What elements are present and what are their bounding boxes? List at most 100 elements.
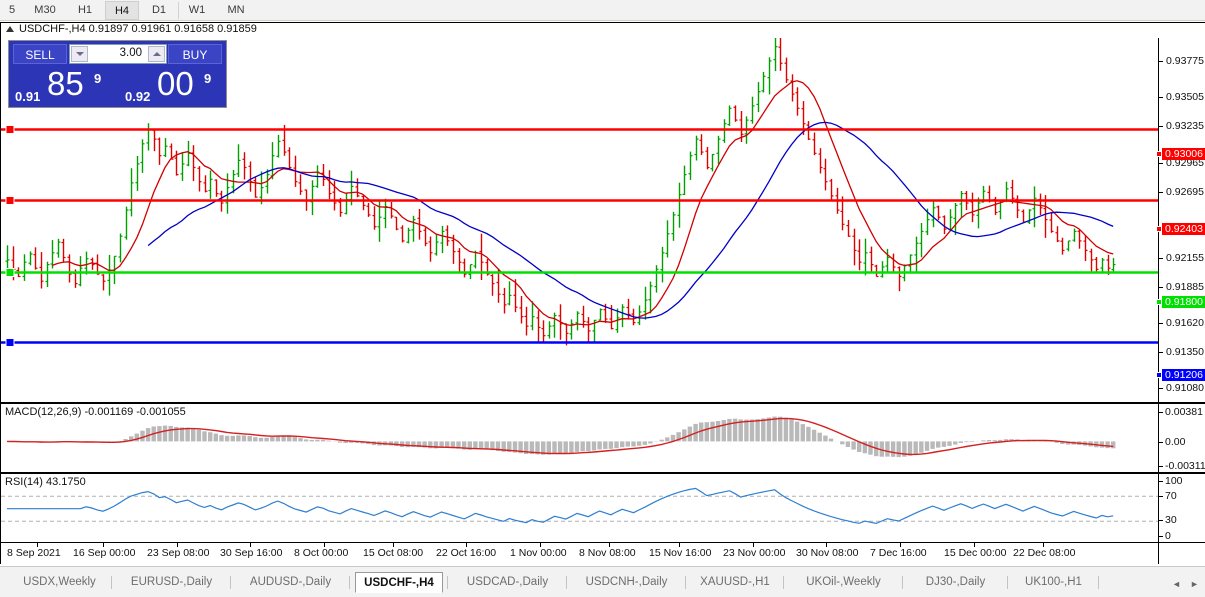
buy-price-prefix: 0.92	[125, 89, 151, 104]
timeframe-button-d1[interactable]: D1	[151, 4, 167, 16]
time-axis-tick	[753, 543, 754, 547]
tab-separator	[566, 576, 567, 589]
timeframe-button-w1[interactable]: W1	[188, 4, 206, 16]
sell-price-quote[interactable]: 0.91 85 9	[11, 67, 117, 107]
time-axis-label: 8 Nov 08:00	[579, 547, 636, 559]
price-scale[interactable]: 0.93775 0.93505 0.93235 0.92965 0.92695 0.921…	[1156, 22, 1205, 422]
price-tick-mark	[1159, 126, 1163, 127]
rsi-tick-label: 30	[1165, 514, 1177, 526]
rsi-plot	[1, 474, 1158, 542]
price-tick-mark	[1159, 352, 1163, 353]
volume-decrease-button[interactable]	[71, 46, 88, 62]
chart-tab-dj30-daily[interactable]: DJ30-,Daily	[925, 576, 986, 588]
time-axis-label: 7 Dec 16:00	[870, 547, 927, 559]
time-axis-tick	[1043, 543, 1044, 547]
rsi-tick-mark	[1159, 496, 1163, 497]
tabs-scroll-left-button[interactable]: ◄	[1172, 579, 1181, 589]
chart-tab-usdx-weekly[interactable]: USDX,Weekly	[23, 576, 96, 588]
timeframe-button-m30[interactable]: M30	[34, 4, 56, 16]
macd-tick-label: 0.00381	[1165, 406, 1203, 418]
tab-separator	[447, 576, 448, 589]
chart-tab-ukoil-weekly[interactable]: UKOil-,Weekly	[806, 576, 881, 588]
price-level-handle[interactable]	[1156, 372, 1162, 378]
price-tick-label: 0.91350	[1166, 346, 1204, 358]
price-level-handle[interactable]	[1156, 151, 1162, 157]
macd-tick-label: 0.00	[1165, 436, 1186, 448]
chevron-up-icon	[152, 52, 161, 56]
time-axis-tick	[250, 543, 251, 547]
time-axis-label: 22 Oct 16:00	[436, 547, 497, 559]
rsi-tick-label: 70	[1165, 490, 1177, 502]
chart-tab-xauusd-h1[interactable]: XAUUSD-,H1	[700, 576, 770, 588]
sell-price-big: 85	[47, 67, 84, 102]
price-tick-label: 0.93775	[1166, 55, 1204, 67]
chart-tab-uk100-h1[interactable]: UK100-,H1	[1025, 576, 1082, 588]
volume-input[interactable]: 3.00	[69, 44, 167, 64]
price-level-badge-support[interactable]: 0.91800	[1162, 296, 1205, 308]
time-axis-tick	[609, 543, 610, 547]
tab-separator	[902, 576, 903, 589]
time-axis-tick	[974, 543, 975, 547]
collapse-triangle-icon[interactable]	[6, 25, 14, 32]
price-pane[interactable]: USDCHF-,H4 0.91897 0.91961 0.91658 0.918…	[0, 22, 1160, 403]
price-tick-mark	[1159, 258, 1163, 259]
price-level-badge-resistance[interactable]: 0.92403	[1162, 223, 1205, 235]
macd-label: MACD(12,26,9) -0.001169 -0.001055	[5, 406, 186, 418]
macd-tick-mark	[1159, 466, 1163, 467]
tabs-scroll-right-button[interactable]: ►	[1190, 579, 1199, 589]
macd-tick-mark	[1159, 412, 1163, 413]
time-axis-label: 22 Dec 08:00	[1013, 547, 1076, 559]
price-level-handle[interactable]	[1156, 226, 1162, 232]
chart-tab-eurusd-daily[interactable]: EURUSD-,Daily	[130, 576, 213, 588]
sell-price-prefix: 0.91	[15, 89, 41, 104]
time-axis[interactable]: 8 Sep 2021 16 Sep 00:00 23 Sep 08:00 30 Sep…	[0, 543, 1159, 564]
tab-separator	[1098, 576, 1099, 589]
price-level-badge-resistance[interactable]: 0.93006	[1162, 148, 1205, 160]
macd-pane[interactable]: MACD(12,26,9) -0.001169 -0.001055	[0, 403, 1159, 473]
time-axis-label: 8 Sep 2021	[7, 547, 61, 559]
rsi-tick-mark	[1159, 536, 1163, 537]
price-tick-label: 0.92155	[1166, 252, 1204, 264]
time-axis-tick	[826, 543, 827, 547]
timeframe-button-5[interactable]: 5	[8, 4, 16, 16]
time-axis-label: 15 Dec 00:00	[944, 547, 1007, 559]
chart-tabs-bar: USDX,Weekly EURUSD-,Daily AUDUSD-,Daily USD…	[0, 566, 1205, 597]
time-axis-tick	[324, 543, 325, 547]
tab-separator	[349, 576, 350, 589]
macd-plot	[1, 404, 1158, 472]
time-axis-label: 30 Nov 08:00	[796, 547, 859, 559]
sell-button[interactable]: SELL	[13, 44, 67, 64]
macd-scale: 0.00381 0.00 -0.00311	[1159, 403, 1205, 473]
timeframe-button-h1[interactable]: H1	[77, 4, 93, 16]
price-level-badge-blue-level[interactable]: 0.91206	[1162, 369, 1205, 381]
chart-tab-usdchf-h4[interactable]: USDCHF-,H4	[355, 572, 443, 593]
tab-separator	[1007, 576, 1008, 589]
chart-symbol-header: USDCHF-,H4 0.91897 0.91961 0.91658 0.918…	[1, 23, 1160, 38]
time-axis-label: 23 Nov 00:00	[723, 547, 786, 559]
price-level-handle[interactable]	[1156, 299, 1162, 305]
time-axis-label: 1 Nov 00:00	[510, 547, 567, 559]
price-plot[interactable]	[1, 23, 1158, 402]
chart-tab-audusd-daily[interactable]: AUDUSD-,Daily	[249, 576, 332, 588]
price-tick-label: 0.91080	[1166, 382, 1204, 394]
timeframe-toolbar: 5 M30 H1 H4 D1 W1 MN	[0, 0, 1205, 21]
buy-price-quote[interactable]: 0.92 00 9	[121, 67, 226, 107]
price-tick-mark	[1159, 192, 1163, 193]
price-tick-label: 0.92695	[1166, 186, 1204, 198]
volume-value: 3.00	[119, 47, 142, 59]
volume-increase-button[interactable]	[148, 46, 165, 62]
rsi-tick-label: 100	[1165, 475, 1183, 487]
buy-button[interactable]: BUY	[168, 44, 222, 64]
rsi-tick-label: 0	[1165, 530, 1171, 542]
price-tick-label: 0.93235	[1166, 120, 1204, 132]
timeframe-button-mn[interactable]: MN	[227, 4, 245, 16]
time-axis-label: 15 Oct 08:00	[363, 547, 424, 559]
chart-tab-usdcnh-daily[interactable]: USDCNH-,Daily	[585, 576, 668, 588]
chart-tab-usdcad-daily[interactable]: USDCAD-,Daily	[466, 576, 549, 588]
timeframe-button-h4[interactable]: H4	[105, 1, 139, 20]
one-click-trade-panel[interactable]: SELL 3.00 BUY 0.91 85 9 0.92 00 9	[8, 40, 227, 108]
rsi-label: RSI(14) 43.1750	[5, 476, 86, 488]
rsi-tick-mark	[1159, 520, 1163, 521]
rsi-pane[interactable]: RSI(14) 43.1750	[0, 473, 1159, 543]
price-tick-label: 0.91620	[1166, 317, 1204, 329]
